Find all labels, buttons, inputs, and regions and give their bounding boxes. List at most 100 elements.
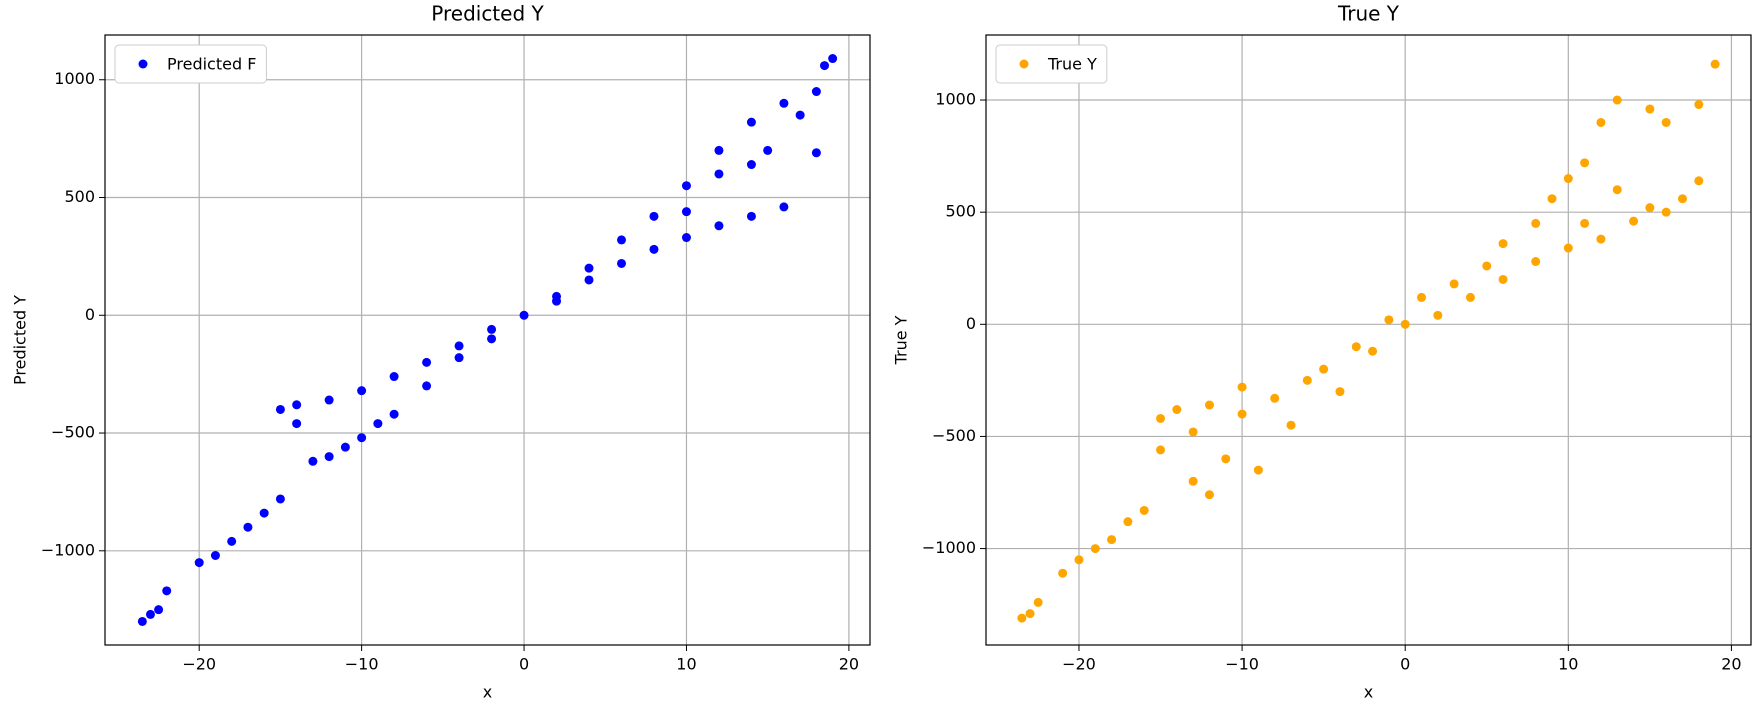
y-tick-label: −1000 xyxy=(922,538,976,557)
point xyxy=(1661,207,1671,217)
point xyxy=(1221,454,1231,464)
point xyxy=(422,357,432,367)
y-tick-label: −1000 xyxy=(41,540,95,559)
legend-marker xyxy=(1019,59,1029,69)
point xyxy=(1017,613,1027,623)
legend-label: True Y xyxy=(1047,55,1097,74)
legend-box xyxy=(114,44,267,84)
point xyxy=(210,551,220,561)
point xyxy=(162,586,172,596)
x-tick-label: 0 xyxy=(519,655,529,674)
point xyxy=(357,433,367,443)
point xyxy=(1612,95,1622,105)
point xyxy=(373,419,383,429)
point xyxy=(1368,346,1378,356)
x-tick-label: −20 xyxy=(182,655,216,674)
legend-box xyxy=(995,44,1108,84)
point xyxy=(1139,505,1149,515)
point xyxy=(584,263,594,273)
point xyxy=(1498,274,1508,284)
point xyxy=(1302,375,1312,385)
y-tick-label: 1000 xyxy=(54,69,95,88)
point xyxy=(811,87,821,97)
point xyxy=(1547,194,1557,204)
x-axis-label: x xyxy=(483,683,492,702)
point xyxy=(1025,609,1035,619)
point xyxy=(275,494,285,504)
point xyxy=(1033,597,1043,607)
point xyxy=(1661,117,1671,127)
point xyxy=(1156,413,1166,423)
point xyxy=(292,419,302,429)
point xyxy=(1188,476,1198,486)
point xyxy=(779,202,789,212)
point xyxy=(1417,292,1427,302)
point xyxy=(1596,117,1606,127)
y-tick-label: −500 xyxy=(932,426,976,445)
point xyxy=(649,211,659,221)
point xyxy=(746,211,756,221)
point xyxy=(1645,104,1655,114)
point xyxy=(275,404,285,414)
chart-title: True Y xyxy=(1337,2,1400,26)
plot-frame xyxy=(985,34,1752,646)
point xyxy=(795,110,805,120)
point xyxy=(746,117,756,127)
point xyxy=(1710,59,1720,69)
point xyxy=(1677,194,1687,204)
point xyxy=(1286,420,1296,430)
point xyxy=(1188,427,1198,437)
point xyxy=(487,324,497,334)
point xyxy=(154,605,164,615)
plot-frame xyxy=(104,34,871,646)
point xyxy=(1694,176,1704,186)
point xyxy=(340,442,350,452)
y-axis-label: Predicted Y xyxy=(11,295,30,385)
point xyxy=(1237,382,1247,392)
point xyxy=(1172,405,1182,415)
point xyxy=(811,148,821,158)
point xyxy=(357,386,367,396)
point xyxy=(1465,292,1475,302)
point xyxy=(1563,174,1573,184)
point xyxy=(1563,243,1573,253)
point xyxy=(763,145,773,155)
point xyxy=(1319,364,1329,374)
point xyxy=(1237,409,1247,419)
point xyxy=(746,160,756,170)
point xyxy=(1058,568,1068,578)
point xyxy=(1694,100,1704,110)
point xyxy=(681,207,691,217)
y-axis-label: True Y xyxy=(892,315,911,365)
point xyxy=(1335,387,1345,397)
point xyxy=(1498,239,1508,249)
point xyxy=(1074,555,1084,565)
point xyxy=(1270,393,1280,403)
point xyxy=(779,98,789,108)
point xyxy=(1531,257,1541,267)
point xyxy=(1482,261,1492,271)
point xyxy=(1645,203,1655,213)
y-tick-label: 0 xyxy=(966,314,976,333)
point xyxy=(681,233,691,243)
point xyxy=(1596,234,1606,244)
x-tick-label: 0 xyxy=(1400,655,1410,674)
point xyxy=(259,508,269,518)
point xyxy=(243,522,253,532)
x-tick-label: 10 xyxy=(676,655,696,674)
point xyxy=(1612,185,1622,195)
point xyxy=(389,409,399,419)
x-tick-label: 10 xyxy=(1558,655,1578,674)
y-tick-label: 1000 xyxy=(935,90,976,109)
x-tick-label: 20 xyxy=(839,655,859,674)
y-tick-label: 500 xyxy=(945,202,976,221)
point xyxy=(1629,216,1639,226)
point xyxy=(1400,319,1410,329)
x-tick-label: −10 xyxy=(1225,655,1259,674)
point xyxy=(422,381,432,391)
point xyxy=(324,395,334,405)
point xyxy=(616,258,626,268)
legend-marker xyxy=(138,59,148,69)
point xyxy=(1433,310,1443,320)
